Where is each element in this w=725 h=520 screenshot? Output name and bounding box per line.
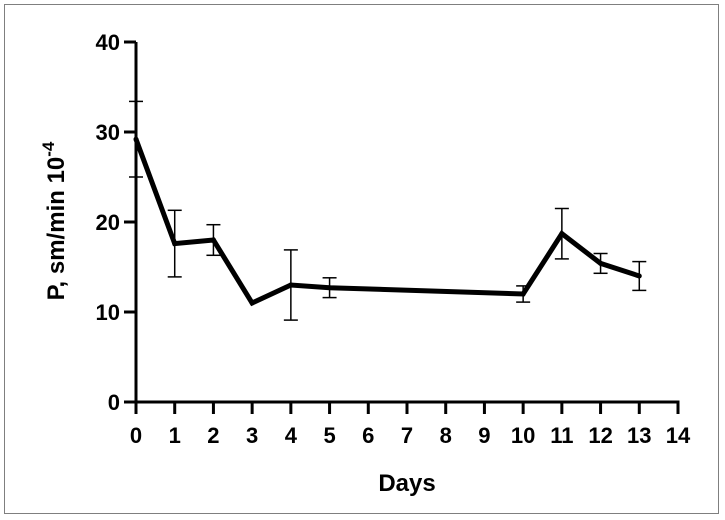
- data-point: [559, 231, 565, 237]
- y-tick-label: 0: [108, 390, 120, 415]
- data-point: [520, 291, 526, 297]
- x-tick-label: 12: [588, 423, 612, 448]
- data-series: [133, 136, 642, 307]
- y-axis-title-superscript: -4: [39, 141, 58, 157]
- y-axis-title: P, sm/min 10-4: [39, 141, 70, 300]
- data-point: [210, 237, 216, 243]
- x-tick-label: 8: [440, 423, 452, 448]
- x-tick-label: 1: [169, 423, 181, 448]
- data-point: [598, 260, 604, 266]
- data-point: [249, 300, 255, 306]
- x-tick-label: 14: [666, 423, 691, 448]
- x-tick-label: 6: [362, 423, 374, 448]
- y-tick-label: 20: [96, 210, 120, 235]
- data-point: [327, 285, 333, 291]
- x-tick-label: 5: [323, 423, 335, 448]
- data-point: [288, 282, 294, 288]
- y-axis-title-main: P, sm/min 10: [43, 157, 70, 301]
- x-tick-label: 7: [401, 423, 413, 448]
- x-axis-title: Days: [378, 470, 435, 497]
- x-tick-label: 0: [130, 423, 142, 448]
- y-tick-label: 10: [96, 300, 120, 325]
- x-tick-label: 4: [285, 423, 298, 448]
- x-tick-label: 3: [246, 423, 258, 448]
- x-tick-label: 13: [627, 423, 651, 448]
- y-tick-label: 40: [96, 30, 120, 55]
- y-axis: 0 10 20 30 40: [96, 30, 138, 415]
- x-tick-label: 2: [207, 423, 219, 448]
- data-point: [172, 241, 178, 247]
- data-point: [133, 136, 139, 142]
- x-tick-label: 11: [550, 423, 573, 448]
- data-point: [636, 273, 642, 279]
- series-line: [133, 138, 641, 307]
- x-tick-label: 9: [478, 423, 490, 448]
- x-axis: 0 1 2 3 4 5 6 7 8 9 10 11 12 13 14: [130, 400, 691, 448]
- y-tick-label: 30: [96, 120, 120, 145]
- x-tick-label: 10: [511, 423, 535, 448]
